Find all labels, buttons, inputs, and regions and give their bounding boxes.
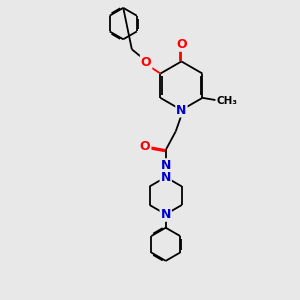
Text: O: O [140, 140, 151, 153]
Text: N: N [160, 208, 171, 221]
Text: N: N [160, 159, 171, 172]
Text: CH₃: CH₃ [216, 96, 237, 106]
Text: N: N [160, 171, 171, 184]
Text: O: O [141, 56, 152, 69]
Text: N: N [176, 103, 187, 116]
Text: O: O [176, 38, 187, 51]
